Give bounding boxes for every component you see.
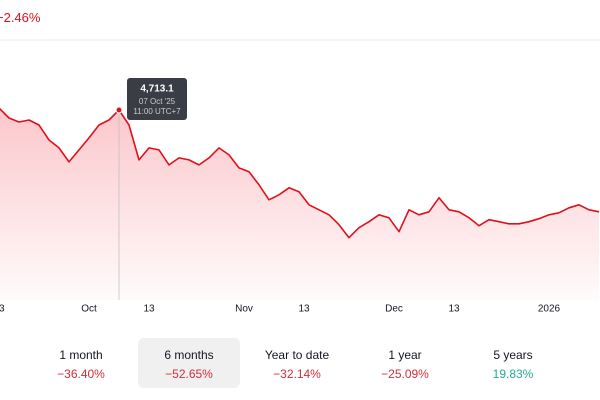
period-label: Year to date bbox=[264, 348, 330, 362]
period-tab[interactable]: 1 month −36.40% bbox=[30, 338, 132, 388]
x-tick-label: 2026 bbox=[538, 304, 561, 315]
x-tick-label: 13 bbox=[448, 304, 460, 315]
period-change: −25.09% bbox=[381, 367, 429, 381]
period-label: 1 year bbox=[388, 348, 422, 362]
price-line bbox=[0, 107, 600, 239]
header-change: −2.46% bbox=[0, 10, 41, 25]
tooltip-value: 4,713.1 bbox=[140, 84, 174, 95]
period-change: −36.40% bbox=[57, 367, 105, 381]
x-tick-label: Dec bbox=[385, 304, 403, 315]
x-tick-label: 13 bbox=[0, 304, 5, 315]
tooltip-time: 11:00 UTC+7 bbox=[133, 107, 181, 116]
period-tab[interactable]: 5 years 19.83% bbox=[462, 338, 564, 388]
period-label: 5 years bbox=[493, 348, 533, 362]
x-tick-label: 13 bbox=[143, 304, 155, 315]
period-change: −32.14% bbox=[273, 367, 321, 381]
period-label: 6 months bbox=[164, 348, 214, 362]
x-tick-label: 13 bbox=[298, 304, 310, 315]
tooltip-date: 07 Oct '25 bbox=[139, 97, 176, 106]
period-change: 19.83% bbox=[492, 367, 534, 381]
period-label: 1 month bbox=[59, 348, 103, 362]
period-tabs: 1 month −36.40% 6 months −52.65% Year to dat… bbox=[30, 338, 570, 388]
x-tick-label: Oct bbox=[81, 304, 97, 315]
period-tab[interactable]: 6 months −52.65% bbox=[138, 338, 240, 388]
period-change: −52.65% bbox=[165, 367, 213, 381]
x-tick-label: Nov bbox=[235, 304, 253, 315]
chart: 13Oct13Nov13Dec132026134,713.107 Oct '25… bbox=[0, 39, 600, 315]
hover-point bbox=[115, 106, 123, 114]
area bbox=[0, 109, 599, 300]
period-tab[interactable]: 1 year −25.09% bbox=[354, 338, 456, 388]
period-tab[interactable]: Year to date −32.14% bbox=[246, 338, 348, 388]
tooltip-box bbox=[127, 78, 187, 121]
